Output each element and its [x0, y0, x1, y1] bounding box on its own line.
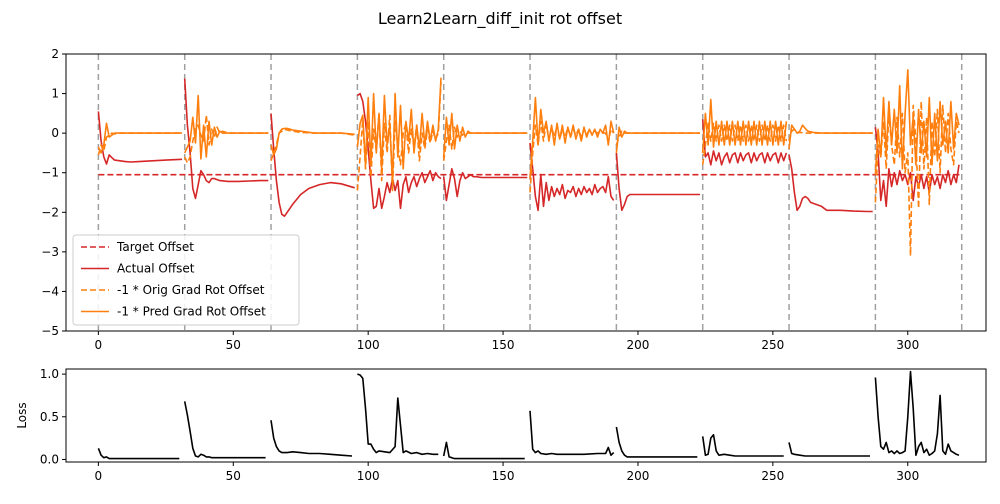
- top-panel: 0 50 100 150 200 250 300 −5 −4 −3 −2 −1 0 1 2 Target Of…: [41, 47, 987, 352]
- series-line-loss: [874, 370, 960, 457]
- series-line-loss: [357, 373, 439, 456]
- series-line-loss: [97, 448, 180, 460]
- series-line-actual-offset: [442, 168, 528, 202]
- x-tick-label: 200: [627, 338, 650, 352]
- y-tick-label: 1.0: [40, 367, 59, 381]
- series-line-actual-offset: [356, 92, 442, 210]
- y-tick-label: −5: [41, 324, 59, 338]
- series-line-loss: [529, 410, 615, 457]
- figure-title: Learn2Learn_diff_init rot offset: [378, 9, 622, 29]
- series-line-1-pred-grad-rot-offset: [615, 126, 700, 153]
- series-line-1-pred-grad-rot-offset: [874, 69, 960, 175]
- series-line-actual-offset: [615, 152, 700, 212]
- series-line-1-pred-grad-rot-offset: [270, 127, 355, 156]
- series-line-actual-offset: [874, 127, 960, 208]
- series-line-actual-offset: [701, 119, 788, 166]
- y-tick-label: 0.0: [40, 452, 59, 466]
- series-line-actual-offset: [270, 113, 355, 217]
- bottom-panel: 0 50 100 150 200 250 300 0.0 0.5 1.0 Loss: [15, 367, 987, 483]
- series-line-loss: [183, 401, 266, 459]
- series-line-1-pred-grad-rot-offset: [356, 77, 442, 182]
- x-tick-label: 300: [896, 469, 919, 483]
- series-line-loss: [270, 420, 353, 457]
- x-tick-label: 50: [226, 338, 241, 352]
- y-tick-label: −2: [41, 205, 59, 219]
- legend-box: [72, 234, 300, 326]
- x-tick-label: 50: [226, 469, 241, 483]
- series-line-loss: [701, 433, 784, 457]
- y-tick-label: 2: [51, 47, 59, 61]
- series-line-1-orig-grad-rot-offset: [270, 128, 355, 162]
- series-line-actual-offset: [97, 111, 183, 165]
- series-line-1-pred-grad-rot-offset: [183, 94, 269, 160]
- legend-label: Target Offset: [116, 240, 194, 254]
- plot-area: [97, 54, 963, 331]
- y-tick-label: −4: [41, 284, 59, 298]
- y-tick-label: 0: [51, 126, 59, 140]
- x-tick-label: 0: [95, 338, 103, 352]
- x-tick-label: 250: [761, 338, 784, 352]
- plot-area: [97, 370, 960, 460]
- series-line-loss: [615, 426, 698, 458]
- y-tick-label: −1: [41, 166, 59, 180]
- y-tick-label: 1: [51, 87, 59, 101]
- series-line-1-pred-grad-rot-offset: [442, 112, 528, 157]
- series-line-1-pred-grad-rot-offset: [529, 96, 615, 179]
- axes-frame: [65, 53, 987, 332]
- axes-frame: [65, 368, 987, 463]
- x-tick-label: 200: [627, 469, 650, 483]
- legend-label: Actual Offset: [117, 262, 195, 276]
- series-line-1-pred-grad-rot-offset: [701, 98, 788, 153]
- series-line-actual-offset: [788, 154, 873, 213]
- x-tick-label: 300: [896, 338, 919, 352]
- x-tick-label: 0: [95, 469, 103, 483]
- series-line-loss: [788, 442, 870, 457]
- x-tick-label: 150: [492, 469, 515, 483]
- y-tick-label: 0.5: [40, 410, 59, 424]
- series-line-actual-offset: [183, 78, 269, 200]
- y-axis-label: Loss: [15, 402, 29, 428]
- series-line-actual-offset: [529, 142, 615, 212]
- series-line-1-pred-grad-rot-offset: [97, 122, 182, 154]
- series-line-1-pred-grad-rot-offset: [788, 124, 873, 150]
- series-line-loss: [442, 441, 525, 460]
- y-tick-label: −3: [41, 245, 59, 259]
- legend-label: -1 * Orig Grad Rot Offset: [117, 283, 265, 297]
- x-tick-label: 100: [357, 338, 380, 352]
- x-tick-label: 250: [761, 469, 784, 483]
- x-tick-label: 100: [357, 469, 380, 483]
- legend: Target Offset Actual Offset -1 * Orig Grad…: [72, 234, 300, 326]
- legend-label: -1 * Pred Grad Rot Offset: [117, 305, 266, 319]
- x-tick-label: 150: [492, 338, 515, 352]
